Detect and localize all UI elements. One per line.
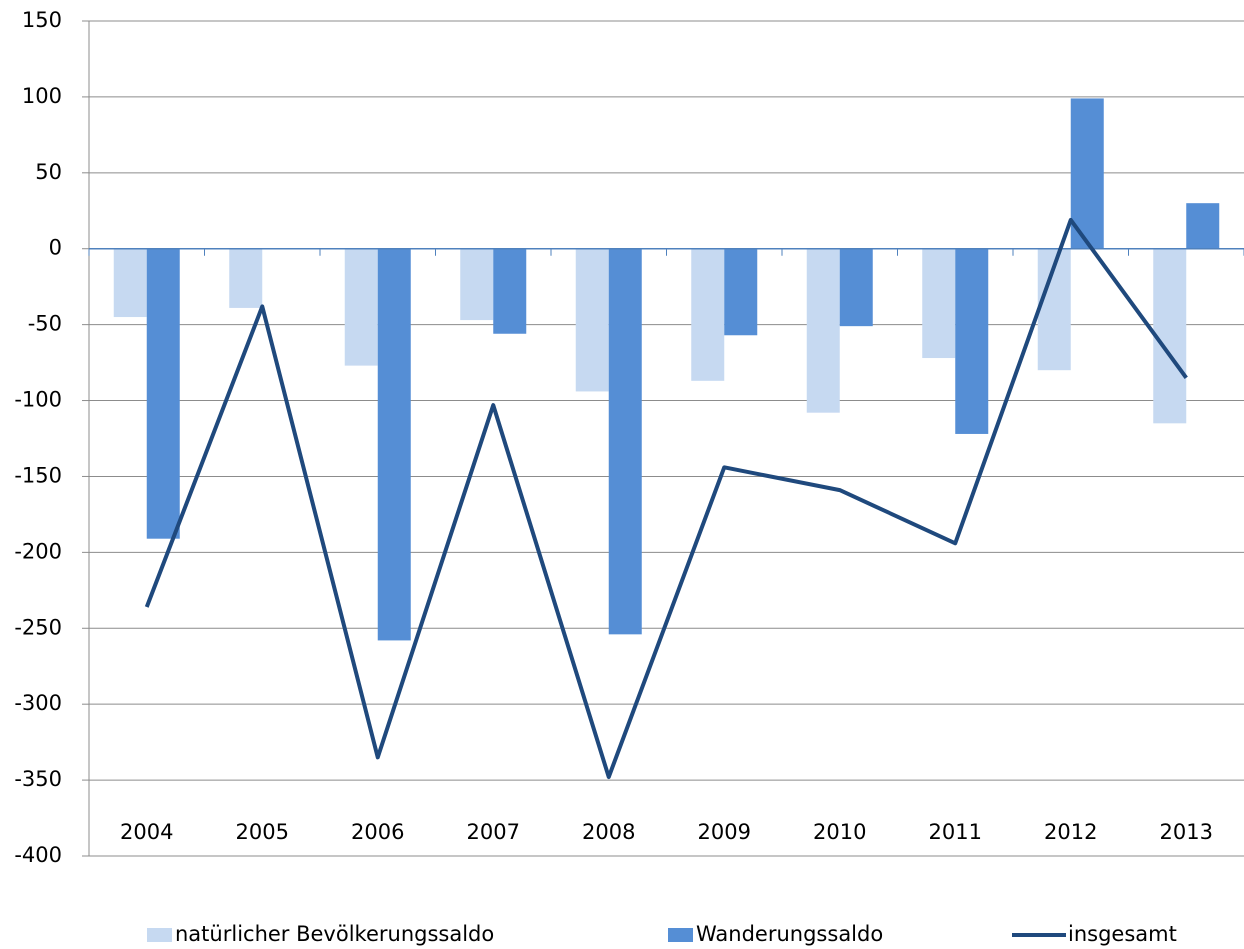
y-tick-label: -350 [14,767,62,791]
y-tick-label: 150 [22,8,62,32]
bar [146,248,180,539]
bar [955,248,989,434]
y-tick-label: -150 [14,463,62,487]
x-tick-label: 2004 [120,820,173,844]
bar [608,248,642,635]
y-tick-label: 0 [49,236,62,260]
bar [113,248,147,318]
x-tick-label: 2013 [1160,820,1213,844]
bar [493,248,527,334]
legend-label: natürlicher Bevölkerungssaldo [175,922,494,946]
x-tick-label: 2011 [929,820,982,844]
bar [344,248,378,366]
x-tick-label: 2009 [698,820,751,844]
bar [724,248,758,336]
bar [839,248,873,327]
y-tick-label: -300 [14,691,62,715]
x-tick-label: 2008 [582,820,635,844]
bar [575,248,609,392]
x-tick-label: 2010 [813,820,866,844]
bar [1153,248,1187,424]
legend-swatch [668,928,693,942]
y-tick-label: 100 [22,84,62,108]
x-tick-label: 2007 [467,820,520,844]
y-tick-label: 50 [35,160,62,184]
x-tick-label: 2005 [236,820,289,844]
bar [377,248,411,641]
line [144,217,1188,780]
y-tick-label: -50 [28,312,62,336]
bar [922,248,956,359]
x-tick-label: 2012 [1044,820,1097,844]
bar [806,248,840,413]
x-tick-label: 2006 [351,820,404,844]
y-tick-label: -100 [14,388,62,412]
bar [229,248,263,308]
legend-swatch [147,928,172,942]
legend-label: insgesamt [1068,922,1177,946]
bar [1186,203,1220,249]
bar [460,248,494,321]
legend-label: Wanderungssaldo [696,922,883,946]
y-tick-label: -250 [14,615,62,639]
bar [1070,98,1104,249]
bar [691,248,725,381]
y-tick-label: -200 [14,539,62,563]
y-tick-label: -400 [14,843,62,867]
